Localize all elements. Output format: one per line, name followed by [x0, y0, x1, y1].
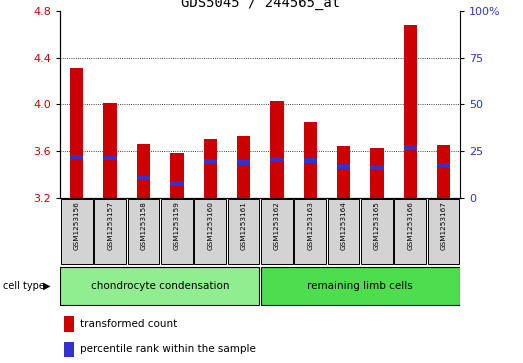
Text: GSM1253161: GSM1253161 [241, 201, 246, 250]
Text: GSM1253159: GSM1253159 [174, 201, 180, 250]
FancyBboxPatch shape [261, 199, 293, 264]
Text: GSM1253158: GSM1253158 [141, 201, 146, 250]
Bar [70, 155, 84, 159]
FancyBboxPatch shape [61, 199, 93, 264]
FancyBboxPatch shape [128, 199, 160, 264]
Bar [404, 145, 417, 150]
Bar [237, 136, 250, 198]
Bar [203, 159, 217, 164]
Bar [437, 163, 450, 167]
Text: chondrocyte condensation: chondrocyte condensation [91, 281, 230, 291]
Bar [137, 176, 150, 180]
FancyBboxPatch shape [328, 199, 359, 264]
Text: cell type: cell type [3, 281, 44, 291]
FancyBboxPatch shape [228, 199, 259, 264]
Bar [404, 25, 417, 198]
Text: GSM1253156: GSM1253156 [74, 201, 80, 250]
Bar [437, 145, 450, 198]
Bar [270, 157, 283, 162]
FancyBboxPatch shape [94, 199, 126, 264]
Bar [104, 103, 117, 198]
Bar [303, 158, 317, 163]
FancyBboxPatch shape [60, 267, 259, 305]
Title: GDS5045 / 244565_at: GDS5045 / 244565_at [180, 0, 340, 10]
Text: GSM1253157: GSM1253157 [107, 201, 113, 250]
Bar [64, 342, 74, 357]
Bar [370, 165, 383, 170]
Text: GSM1253162: GSM1253162 [274, 201, 280, 250]
Text: remaining limb cells: remaining limb cells [308, 281, 413, 291]
Text: GSM1253165: GSM1253165 [374, 201, 380, 250]
Bar [270, 101, 283, 198]
Bar [104, 156, 117, 160]
Bar [237, 160, 250, 165]
Bar [70, 68, 84, 198]
Bar [337, 164, 350, 169]
Text: GSM1253164: GSM1253164 [340, 201, 347, 250]
Bar [303, 122, 317, 198]
Text: percentile rank within the sample: percentile rank within the sample [80, 344, 256, 355]
FancyBboxPatch shape [294, 199, 326, 264]
Bar [170, 154, 184, 198]
Text: transformed count: transformed count [80, 319, 177, 329]
FancyBboxPatch shape [195, 199, 226, 264]
Bar [203, 139, 217, 198]
Bar [170, 182, 184, 186]
FancyBboxPatch shape [161, 199, 192, 264]
FancyBboxPatch shape [361, 199, 393, 264]
Text: GSM1253167: GSM1253167 [440, 201, 447, 250]
Text: ▶: ▶ [43, 281, 51, 291]
Bar [337, 146, 350, 198]
Bar [137, 144, 150, 198]
FancyBboxPatch shape [428, 199, 459, 264]
FancyBboxPatch shape [394, 199, 426, 264]
Text: GSM1253163: GSM1253163 [307, 201, 313, 250]
Bar [370, 148, 383, 198]
FancyBboxPatch shape [262, 267, 460, 305]
Text: GSM1253166: GSM1253166 [407, 201, 413, 250]
Text: GSM1253160: GSM1253160 [207, 201, 213, 250]
Bar [64, 316, 74, 332]
